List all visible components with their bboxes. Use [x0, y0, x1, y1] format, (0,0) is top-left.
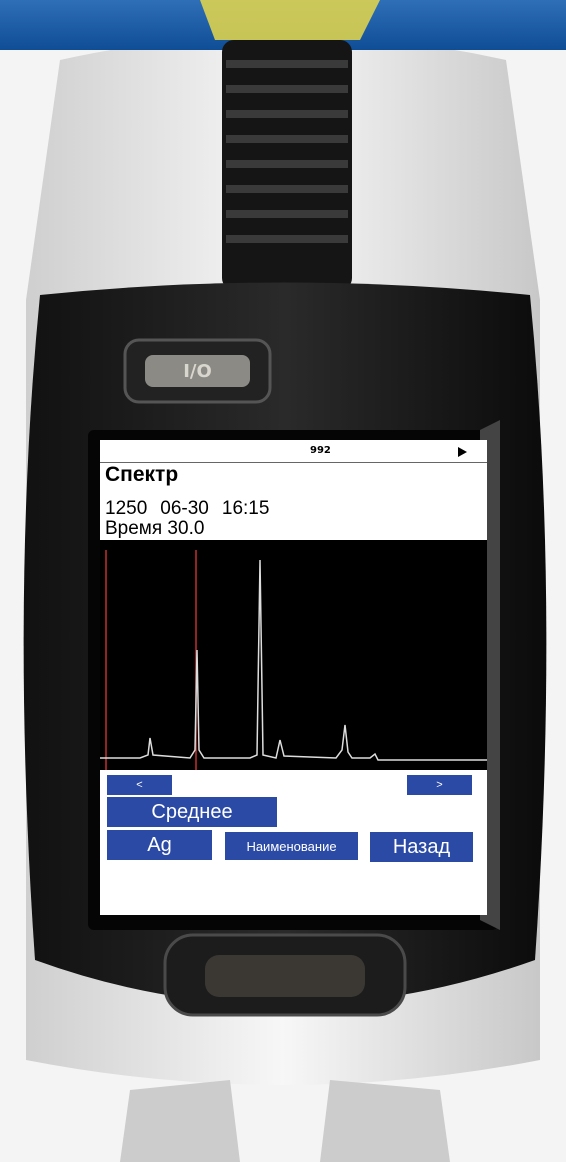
info-number: 1250	[105, 498, 148, 519]
screen-title: Спектр	[105, 463, 179, 486]
power-button-label: I/O	[183, 360, 212, 382]
screen: 992 Спектр 1250 06-30 16:15 Время 30.0 <…	[100, 440, 487, 915]
status-counter: 992	[310, 445, 331, 456]
next-button[interactable]: >	[407, 775, 472, 795]
average-button[interactable]: Среднее	[107, 797, 277, 827]
name-button[interactable]: Наименование	[225, 832, 358, 860]
status-bar: 992	[100, 442, 487, 463]
info-duration: Время 30.0	[105, 518, 205, 539]
spectrum-plot	[100, 540, 487, 770]
info-line: 1250 06-30 16:15	[105, 498, 269, 520]
info-time: 16:15	[221, 498, 270, 519]
back-button[interactable]: Назад	[370, 832, 473, 862]
info-date: 06-30	[160, 498, 209, 519]
prev-button[interactable]: <	[107, 775, 172, 795]
element-button[interactable]: Ag	[107, 830, 212, 860]
battery-icon	[458, 447, 467, 457]
